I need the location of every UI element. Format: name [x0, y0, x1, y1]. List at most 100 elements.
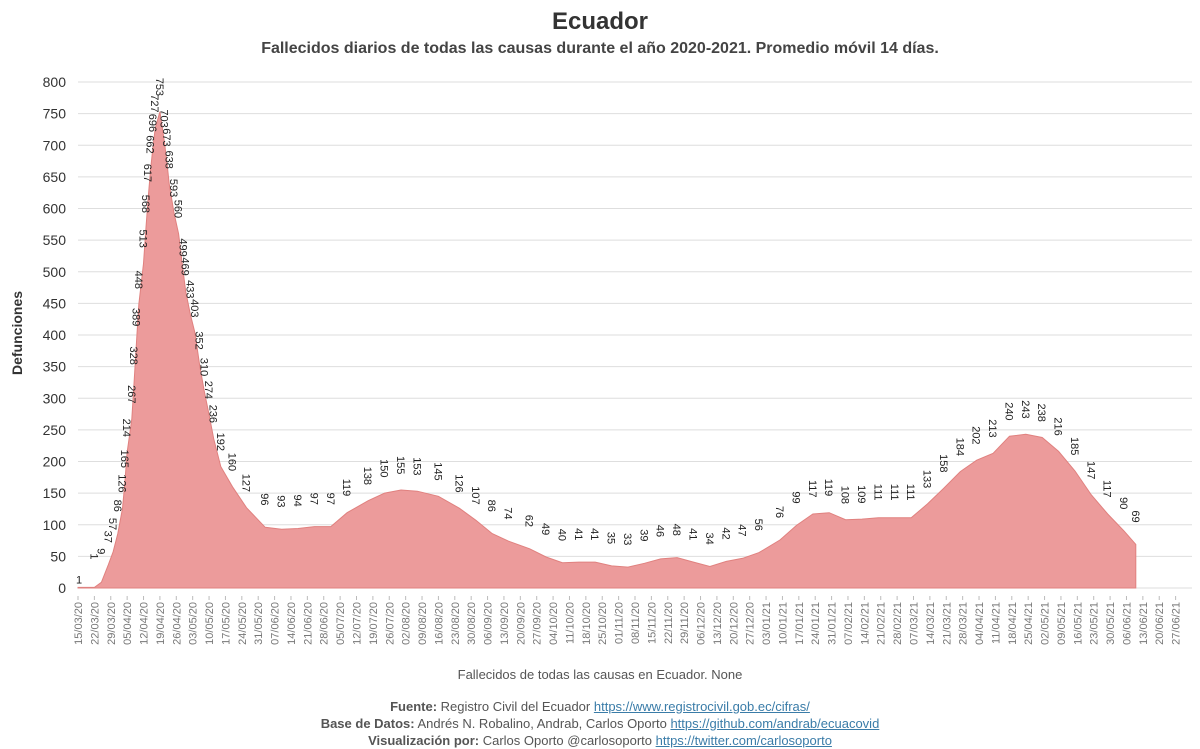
data-label: 111: [888, 484, 900, 501]
data-label: 69: [1129, 510, 1141, 522]
data-label: 49: [539, 523, 551, 535]
data-label: 469: [179, 257, 191, 275]
x-tick-label: 11/04/21: [990, 602, 1002, 644]
data-label: 274: [202, 381, 214, 399]
data-label: 47: [736, 524, 748, 536]
x-tick-label: 25/10/20: [597, 602, 609, 645]
data-label: 94: [291, 495, 303, 507]
data-label: 310: [197, 358, 209, 376]
x-tick-label: 09/08/20: [417, 602, 429, 645]
y-tick-label: 600: [43, 201, 67, 217]
data-label: 57: [106, 518, 118, 530]
x-tick-label: 05/07/20: [335, 602, 347, 645]
credits-source: Fuente: Registro Civil del Ecuador https…: [0, 698, 1200, 715]
data-label: 192: [214, 433, 226, 451]
x-tick-label: 05/04/20: [122, 602, 134, 645]
data-label: 389: [130, 308, 142, 326]
y-tick-label: 250: [43, 422, 67, 438]
data-label: 126: [453, 474, 465, 492]
data-label: 243: [1019, 400, 1031, 418]
data-label: 41: [687, 528, 699, 540]
x-tick-label: 06/09/20: [483, 602, 495, 645]
data-label: 753: [153, 78, 165, 96]
x-tick-label: 31/05/20: [253, 602, 265, 645]
y-tick-label: 300: [43, 390, 67, 406]
viz-text: Carlos Oporto @carlosoporto: [482, 733, 652, 748]
x-tick-label: 17/05/20: [220, 602, 232, 645]
source-link[interactable]: https://www.registrocivil.gob.ec/cifras/: [593, 699, 810, 714]
x-tick-label: 14/02/21: [859, 602, 871, 645]
data-label: 403: [188, 299, 200, 317]
y-tick-label: 750: [43, 106, 67, 122]
y-tick-label: 350: [43, 359, 67, 375]
x-tick-label: 16/05/21: [1072, 602, 1084, 645]
data-label: 617: [141, 164, 153, 182]
data-label: 133: [921, 470, 933, 488]
x-tick-label: 25/04/21: [1023, 602, 1035, 645]
data-label: 9: [94, 548, 106, 554]
x-tick-label: 01/11/20: [614, 602, 626, 644]
data-label: 160: [226, 453, 238, 471]
data-label: 1: [87, 553, 99, 559]
data-label: 352: [193, 331, 205, 349]
data-label: 111: [871, 484, 883, 501]
data-label: 216: [1052, 417, 1064, 435]
data-label: 147: [1084, 461, 1096, 479]
data-label: 42: [719, 527, 731, 539]
data-label: 86: [485, 500, 497, 512]
data-label: 41: [588, 528, 600, 540]
x-tick-label: 10/01/21: [777, 602, 789, 645]
data-label: 673: [160, 128, 172, 146]
data-label: 662: [144, 135, 156, 153]
data-label: 127: [240, 474, 252, 492]
data-label: 35: [605, 532, 617, 544]
x-tick-label: 04/10/20: [548, 602, 560, 645]
data-label: 240: [1003, 402, 1015, 420]
data-label: 185: [1068, 437, 1080, 455]
data-label: 138: [361, 467, 373, 485]
db-link[interactable]: https://github.com/andrab/ecuacovid: [670, 716, 880, 731]
data-label: 107: [469, 486, 481, 504]
y-tick-label: 800: [43, 74, 67, 90]
x-tick-label: 10/05/20: [204, 602, 216, 645]
data-label: 328: [127, 347, 139, 365]
data-label: 513: [137, 230, 149, 248]
data-label: 37: [101, 531, 113, 543]
data-label: 97: [324, 493, 336, 505]
x-tick-label: 14/03/21: [925, 602, 937, 645]
data-label: 48: [670, 524, 682, 536]
x-tick-label: 30/08/20: [466, 602, 478, 645]
x-tick-label: 09/05/21: [1056, 602, 1068, 645]
viz-link[interactable]: https://twitter.com/carlosoporto: [655, 733, 832, 748]
data-label: 117: [806, 480, 818, 498]
data-label: 1: [76, 574, 82, 586]
area-series: [77, 111, 1137, 589]
x-tick-label: 11/10/20: [565, 602, 577, 644]
chart: 0 50 100 150 200 250 300 350 400 450 500 550 600 650 7…: [9, 74, 1192, 645]
y-tick-label: 550: [43, 232, 67, 248]
y-tick-label: 450: [43, 295, 67, 311]
x-tick-label: 15/11/20: [646, 602, 658, 644]
x-tick-label: 28/03/21: [958, 602, 970, 645]
y-tick-label: 200: [43, 454, 67, 470]
x-tick-label: 20/12/20: [728, 602, 740, 645]
data-label: 99: [790, 491, 802, 503]
db-text: Andrés N. Robalino, Andrab, Carlos Oport…: [417, 716, 667, 731]
x-tick-label: 19/04/20: [155, 602, 167, 645]
data-label: 108: [839, 486, 851, 504]
data-label: 153: [410, 457, 422, 475]
y-tick-label: 150: [43, 485, 67, 501]
x-tick-label: 28/02/21: [892, 602, 904, 645]
data-label: 267: [125, 385, 137, 403]
x-tick-label: 12/04/20: [139, 602, 151, 645]
data-label: 119: [822, 479, 834, 497]
db-label: Base de Datos:: [320, 716, 415, 731]
x-tick-label: 24/05/20: [237, 602, 249, 645]
x-tick-label: 17/01/21: [794, 602, 806, 645]
data-label: 56: [752, 519, 764, 531]
x-tick-label: 30/05/21: [1105, 602, 1117, 645]
data-label: 638: [162, 151, 174, 169]
x-tick-label: 13/12/20: [712, 602, 724, 645]
data-label: 448: [132, 271, 144, 289]
data-label: 236: [207, 405, 219, 423]
